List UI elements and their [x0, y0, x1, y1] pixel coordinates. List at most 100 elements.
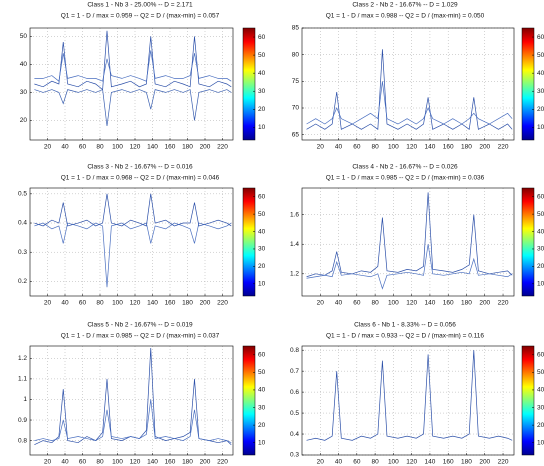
x-tick-label: 180 [182, 459, 193, 466]
y-tick-label: 0.3 [290, 452, 299, 459]
chart-title: Class 2 - Nb 2 - 16.67% -- D = 1.029 [352, 2, 458, 9]
y-tick-label: 1.2 [18, 355, 27, 362]
x-tick-label: 100 [112, 459, 123, 466]
x-tick-label: 60 [353, 144, 361, 151]
colorbar-label: 40 [258, 387, 266, 394]
x-tick-label: 140 [425, 459, 436, 466]
colorbar-label: 20 [258, 263, 266, 270]
chart-title: Class 5 - Nb 2 - 16.67% -- D = 0.019 [87, 322, 193, 329]
x-tick-label: 100 [388, 459, 399, 466]
colorbar-label: 60 [258, 193, 266, 200]
x-tick-label: 120 [406, 300, 417, 307]
chart-title: Class 1 - Nb 3 - 25.00% -- D = 2.171 [87, 2, 193, 9]
series-line [34, 50, 232, 82]
colorbar [242, 27, 256, 141]
x-tick-label: 40 [335, 300, 343, 307]
x-tick-label: 220 [498, 459, 509, 466]
x-tick-label: 220 [498, 300, 509, 307]
colorbar-label: 50 [537, 211, 544, 218]
y-tick-label: 75 [292, 78, 300, 85]
x-tick-label: 60 [79, 300, 87, 307]
colorbar-label: 50 [537, 52, 544, 59]
x-tick-label: 120 [406, 144, 417, 151]
series-line [34, 89, 232, 127]
x-tick-label: 160 [165, 300, 176, 307]
series-line [34, 399, 232, 443]
x-tick-label: 40 [335, 144, 343, 151]
series-line [34, 222, 232, 288]
x-tick-label: 140 [147, 300, 158, 307]
colorbar [242, 187, 256, 297]
y-tick-label: 30 [20, 89, 28, 96]
chart-title: Class 6 - Nb 1 - 8.33% -- D = 0.056 [354, 322, 456, 329]
y-tick-label: 0.8 [290, 347, 299, 354]
colorbar-label: 60 [537, 193, 544, 200]
plot-frame [29, 345, 234, 456]
chart-subtitle: Q1 = 1 - D / max = 0.933 -- Q2 = D / (ma… [326, 333, 484, 340]
y-tick-label: 0.5 [290, 410, 299, 417]
x-tick-label: 180 [461, 144, 472, 151]
colorbar-label: 10 [258, 124, 266, 131]
y-tick-label: 0.8 [18, 437, 27, 444]
colorbar-label: 40 [258, 228, 266, 235]
plot-area [302, 28, 514, 140]
x-tick-label: 160 [443, 144, 454, 151]
plot-frame [301, 27, 515, 141]
x-tick-label: 60 [353, 300, 361, 307]
x-tick-label: 200 [200, 459, 211, 466]
x-tick-label: 220 [217, 300, 228, 307]
x-tick-label: 80 [96, 144, 104, 151]
x-tick-label: 40 [61, 300, 69, 307]
chart-subtitle: Q1 = 1 - D / max = 0.988 -- Q2 = D / (ma… [326, 13, 485, 20]
colorbar-label: 30 [537, 246, 544, 253]
x-tick-label: 120 [130, 300, 141, 307]
plot-area [302, 346, 514, 455]
chart-title: Class 3 - Nb 2 - 16.67% -- D = 0.016 [87, 164, 193, 171]
x-tick-label: 200 [479, 144, 490, 151]
colorbar [242, 345, 256, 456]
x-tick-label: 20 [44, 300, 52, 307]
y-tick-label: 0.2 [18, 278, 27, 285]
y-tick-label: 1 [23, 396, 27, 403]
plot-area [30, 28, 233, 140]
chart-subtitle: Q1 = 1 - D / max = 0.968 -- Q2 = D / (ma… [61, 175, 220, 182]
colorbar-label: 60 [258, 352, 266, 359]
x-tick-label: 220 [217, 144, 228, 151]
plot-frame [29, 187, 234, 297]
x-tick-label: 80 [371, 459, 379, 466]
x-tick-label: 160 [165, 459, 176, 466]
x-tick-label: 180 [182, 144, 193, 151]
x-tick-label: 80 [96, 459, 104, 466]
x-tick-label: 60 [79, 459, 87, 466]
y-tick-label: 20 [20, 117, 28, 124]
series-line [306, 192, 513, 278]
y-tick-label: 0.5 [18, 191, 27, 198]
y-tick-label: 65 [292, 131, 300, 138]
x-tick-label: 100 [112, 300, 123, 307]
x-tick-label: 200 [200, 300, 211, 307]
colorbar-label: 30 [258, 88, 266, 95]
y-tick-label: 1.6 [290, 211, 299, 218]
plot-area [30, 346, 233, 455]
x-tick-label: 40 [61, 459, 69, 466]
y-tick-label: 0.4 [290, 431, 299, 438]
plot-area [302, 188, 514, 296]
y-tick-label: 40 [20, 61, 28, 68]
colorbar-label: 20 [537, 263, 544, 270]
x-tick-label: 20 [44, 144, 52, 151]
x-tick-label: 160 [443, 459, 454, 466]
y-tick-label: 0.6 [290, 389, 299, 396]
x-tick-label: 140 [425, 300, 436, 307]
x-tick-label: 100 [388, 144, 399, 151]
chart-subtitle: Q1 = 1 - D / max = 0.985 -- Q2 = D / (ma… [326, 175, 485, 182]
colorbar-label: 10 [258, 281, 266, 288]
x-tick-label: 20 [44, 459, 52, 466]
x-tick-label: 220 [498, 144, 509, 151]
x-tick-label: 120 [130, 144, 141, 151]
x-tick-label: 180 [461, 459, 472, 466]
x-tick-label: 160 [165, 144, 176, 151]
colorbar-label: 40 [537, 387, 544, 394]
x-tick-label: 20 [317, 300, 325, 307]
plot-frame [301, 345, 515, 456]
